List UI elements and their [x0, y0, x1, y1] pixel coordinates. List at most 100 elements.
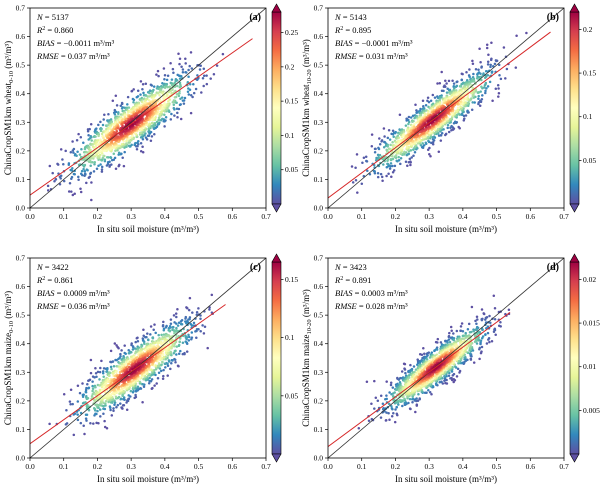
data-point: [454, 85, 458, 88]
data-point: [170, 112, 173, 116]
data-point: [132, 100, 135, 104]
data-point: [179, 320, 183, 323]
data-point: [114, 370, 118, 374]
x-tick-label: 0.3: [126, 462, 136, 471]
data-point: [161, 377, 165, 381]
data-point: [107, 120, 110, 123]
data-point: [86, 403, 89, 407]
data-point: [434, 382, 438, 385]
stat-line: BIAS = −0.0001 m³/m³: [335, 38, 413, 48]
data-point: [354, 178, 358, 182]
data-point: [409, 116, 413, 119]
data-point: [114, 110, 118, 114]
data-point: [90, 135, 93, 139]
scatter-panel: 0.0 0.1 0.2 0.3 0.4 0.5 0.6 0.70.00.10.20.30.40…: [3, 3, 298, 234]
data-point: [378, 153, 382, 157]
data-point: [176, 111, 179, 115]
data-point: [126, 357, 130, 361]
data-point: [427, 389, 430, 392]
x-tick-label: 0.3: [126, 212, 136, 221]
data-point: [493, 317, 497, 321]
data-point: [407, 160, 411, 164]
data-point: [94, 372, 98, 375]
data-point: [122, 396, 126, 399]
data-point: [446, 126, 449, 130]
data-point: [374, 147, 377, 151]
data-point: [456, 106, 460, 109]
data-point: [390, 415, 394, 418]
data-point: [94, 367, 97, 370]
data-point: [185, 350, 189, 353]
y-tick-label: 0.0: [16, 454, 26, 463]
data-point: [461, 72, 464, 76]
data-point: [114, 167, 118, 170]
colorbar-tick-label: 0.2: [285, 62, 295, 71]
data-point: [100, 165, 104, 169]
data-point: [160, 338, 164, 341]
data-point: [447, 130, 451, 134]
data-point: [112, 371, 115, 375]
data-point: [391, 132, 395, 136]
data-point: [475, 342, 479, 345]
data-point: [439, 139, 443, 142]
y-tick-label: 0.4: [314, 89, 324, 98]
data-point: [84, 388, 88, 392]
data-point: [97, 164, 100, 167]
y-tick-label: 0.1: [16, 425, 26, 434]
data-point: [492, 294, 496, 298]
data-point: [129, 389, 133, 393]
data-point: [437, 150, 441, 153]
data-point: [144, 82, 148, 85]
data-point: [475, 328, 478, 332]
data-point: [170, 339, 174, 343]
data-point: [439, 341, 443, 344]
data-point: [157, 74, 160, 78]
data-point: [437, 134, 441, 137]
x-tick-label: 0.7: [261, 462, 271, 471]
data-point: [484, 91, 487, 95]
data-point: [423, 391, 427, 395]
x-axis-label: In situ soil moisture (m³/m³): [97, 474, 199, 484]
data-point: [427, 100, 431, 104]
data-point: [382, 127, 386, 130]
data-point: [142, 91, 145, 95]
data-point: [355, 153, 359, 156]
data-point: [450, 129, 453, 132]
data-point: [166, 364, 170, 368]
data-point: [470, 108, 474, 112]
data-point: [170, 84, 174, 87]
data-point: [91, 142, 94, 146]
data-point: [171, 88, 174, 92]
data-point: [186, 80, 190, 84]
data-point: [107, 112, 110, 116]
data-point: [370, 402, 373, 406]
data-point: [161, 117, 164, 121]
data-point: [452, 372, 456, 376]
data-point: [491, 99, 494, 103]
data-point: [70, 169, 74, 172]
data-point: [130, 380, 133, 383]
data-point: [172, 103, 176, 107]
data-point: [159, 110, 163, 114]
data-point: [134, 395, 138, 399]
data-point: [401, 404, 404, 408]
data-point: [97, 123, 100, 127]
data-point: [110, 400, 114, 404]
data-point: [390, 175, 393, 179]
data-point: [171, 100, 175, 104]
data-point: [208, 308, 211, 311]
y-tick-label: 0.7: [314, 4, 324, 13]
data-point: [134, 141, 137, 145]
data-point: [69, 388, 73, 392]
data-point: [479, 72, 482, 76]
data-point: [69, 402, 72, 406]
data-point: [157, 371, 161, 374]
data-point: [490, 71, 494, 74]
data-point: [102, 412, 105, 416]
data-point: [389, 162, 393, 165]
data-point: [119, 113, 123, 116]
y-tick-label: 0.3: [16, 368, 26, 377]
data-point: [175, 107, 179, 110]
data-point: [457, 125, 460, 129]
data-point: [389, 143, 392, 147]
